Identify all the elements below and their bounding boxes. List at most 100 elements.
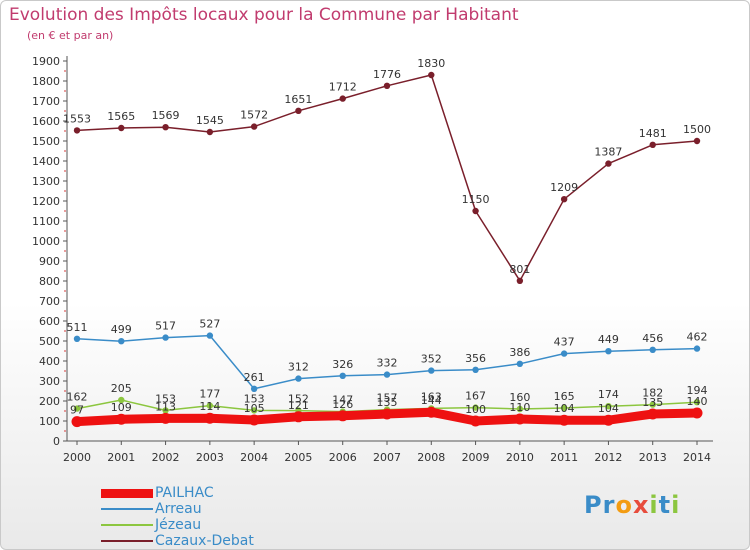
data-point: [514, 413, 526, 425]
x-tick-label: 2001: [107, 451, 135, 464]
data-point: [560, 404, 568, 412]
data-label: 449: [598, 333, 619, 346]
data-point: [602, 414, 614, 426]
data-point: [292, 411, 304, 423]
data-point: [472, 404, 479, 411]
data-label: 167: [465, 390, 486, 403]
data-label: 110: [509, 401, 530, 414]
x-tick-label: 2010: [506, 451, 534, 464]
y-tick-label: 1800: [32, 75, 60, 88]
data-label: 312: [288, 361, 309, 374]
y-tick-label: 600: [39, 315, 60, 328]
data-point: [162, 334, 169, 341]
data-label: 114: [199, 400, 220, 413]
data-point: [295, 375, 302, 382]
data-label: 165: [554, 390, 575, 403]
legend-swatch: [101, 524, 153, 526]
data-point: [73, 127, 81, 134]
legend-item: Cazaux-Debat: [101, 533, 301, 549]
legend-swatch: [101, 508, 153, 510]
data-point: [425, 406, 437, 418]
y-tick-label: 1500: [32, 135, 60, 148]
data-point: [605, 403, 612, 410]
data-label: 1500: [683, 123, 711, 136]
series-line: [76, 74, 698, 282]
legend-label: Arreau: [155, 501, 202, 517]
y-tick-label: 1200: [32, 195, 60, 208]
data-label: 527: [199, 318, 220, 331]
x-tick-label: 2008: [417, 451, 445, 464]
data-point: [560, 350, 568, 357]
data-label: 135: [377, 396, 398, 409]
data-point: [516, 277, 524, 284]
x-tick-label: 2000: [63, 451, 91, 464]
x-tick-label: 2013: [639, 451, 667, 464]
data-label: 144: [421, 394, 442, 407]
legend-item: PAILHAC: [101, 485, 301, 501]
data-label: 326: [332, 358, 353, 371]
data-point: [204, 412, 216, 424]
data-point: [693, 399, 701, 406]
data-label: 1545: [196, 114, 224, 127]
data-label: 160: [509, 391, 530, 404]
y-tick-label: 300: [39, 375, 60, 388]
logo-letter: r: [602, 491, 616, 519]
data-label: 162: [67, 391, 88, 404]
data-point: [649, 141, 656, 148]
logo-letter: t: [658, 491, 672, 519]
y-tick-label: 100: [39, 415, 60, 428]
data-label: 499: [111, 323, 132, 336]
y-tick-label: 400: [39, 355, 60, 368]
data-point: [206, 402, 214, 409]
legend-item: Jézeau: [101, 517, 301, 533]
data-point: [693, 137, 701, 145]
data-point: [470, 415, 482, 427]
data-point: [516, 360, 524, 367]
x-tick-label: 2005: [284, 451, 312, 464]
data-label: 456: [642, 332, 663, 345]
data-label: 1776: [373, 68, 401, 81]
x-tick-label: 2003: [196, 451, 224, 464]
data-point: [647, 408, 659, 420]
data-point: [605, 348, 612, 355]
data-label: 1830: [417, 57, 445, 70]
data-label: 153: [155, 392, 176, 405]
data-label: 182: [642, 387, 663, 400]
data-label: 332: [377, 357, 398, 370]
legend-swatch: [101, 488, 153, 498]
data-point: [248, 414, 260, 426]
y-tick-label: 0: [53, 435, 60, 448]
data-point: [118, 124, 125, 132]
data-label: 386: [509, 346, 530, 359]
data-label: 126: [332, 398, 353, 411]
data-point: [472, 366, 479, 373]
data-point: [73, 335, 81, 342]
data-label: 1565: [107, 110, 135, 123]
data-point: [115, 413, 127, 425]
y-tick-label: 1300: [32, 175, 60, 188]
data-label: 462: [687, 331, 708, 344]
data-label: 517: [155, 320, 176, 333]
x-tick-label: 2014: [683, 451, 711, 464]
logo-letter: i: [649, 491, 659, 519]
y-tick-label: 900: [39, 255, 60, 268]
data-point: [649, 346, 656, 353]
data-label: 105: [244, 402, 265, 415]
data-label: 163: [421, 390, 442, 403]
logo-letter: x: [632, 491, 650, 519]
data-point: [160, 412, 172, 424]
logo-letter: o: [615, 491, 633, 519]
y-tick-label: 1000: [32, 235, 60, 248]
data-label: 437: [554, 336, 575, 349]
data-label: 147: [332, 394, 353, 407]
legend-label: Jézeau: [155, 517, 202, 533]
data-point: [383, 371, 391, 378]
data-point: [339, 372, 346, 379]
data-label: 356: [465, 352, 486, 365]
x-tick-label: 2006: [329, 451, 357, 464]
data-label: 352: [421, 353, 442, 366]
data-label: 261: [244, 371, 265, 384]
data-label: 104: [598, 402, 619, 415]
